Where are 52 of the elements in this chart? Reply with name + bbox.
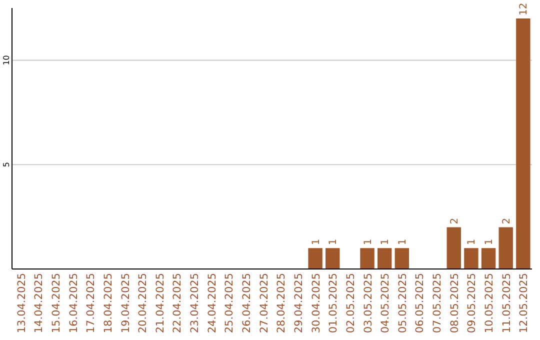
x-tick-label: 24.04.2025 xyxy=(206,273,218,334)
x-tick-label: 05.05.2025 xyxy=(396,273,409,334)
bar xyxy=(498,227,513,269)
bar xyxy=(308,248,322,269)
x-tick-label: 07.05.2025 xyxy=(432,273,444,334)
x-tick-label: 12.05.2025 xyxy=(518,273,530,334)
x-tick-label: 11.05.2025 xyxy=(500,273,513,334)
x-tick-label: 03.05.2025 xyxy=(362,273,374,334)
x-tick-label: 21.04.2025 xyxy=(154,273,166,334)
x-tick-label: 22.04.2025 xyxy=(172,273,184,334)
x-tick-label: 15.04.2025 xyxy=(50,273,62,334)
bar xyxy=(481,248,496,269)
bar xyxy=(377,248,392,269)
bar xyxy=(464,248,478,269)
data-label: 1 xyxy=(362,238,374,246)
x-tick-label: 18.04.2025 xyxy=(102,273,114,334)
x-tick-label: 20.04.2025 xyxy=(137,273,150,334)
x-tick-label: 13.04.2025 xyxy=(16,273,28,334)
x-tick-label: 30.04.2025 xyxy=(310,273,322,334)
y-tick-label: 5 xyxy=(2,162,11,168)
bar xyxy=(394,248,410,269)
x-tick-label: 09.05.2025 xyxy=(466,273,478,334)
x-tick-label: 02.05.2025 xyxy=(344,273,357,334)
data-label: 1 xyxy=(466,238,478,246)
x-tick-label: 28.04.2025 xyxy=(276,273,288,334)
x-tick-label: 25.04.2025 xyxy=(224,273,236,334)
data-label: 2 xyxy=(501,218,512,224)
data-label: 1 xyxy=(380,238,392,246)
x-tick-label: 29.04.2025 xyxy=(292,273,305,334)
bar xyxy=(326,248,340,269)
data-label: 1 xyxy=(397,238,408,246)
x-tick-label: 04.05.2025 xyxy=(380,273,392,334)
x-tick-label: 27.04.2025 xyxy=(258,273,270,334)
x-tick-label: 17.04.2025 xyxy=(85,273,98,334)
data-label: 12 xyxy=(518,2,530,16)
data-label: 1 xyxy=(310,238,322,246)
x-tick-label: 08.05.2025 xyxy=(448,273,461,334)
x-tick-label: 01.05.2025 xyxy=(328,273,340,334)
x-tick-label: 10.05.2025 xyxy=(484,273,496,334)
bar xyxy=(446,227,461,269)
x-tick-label: 06.05.2025 xyxy=(414,273,426,334)
bar xyxy=(360,248,374,269)
y-tick-label: 10 xyxy=(2,55,11,66)
x-tick-label: 14.04.2025 xyxy=(33,273,46,334)
x-tick-label: 23.04.2025 xyxy=(189,273,202,334)
x-tick-label: 16.04.2025 xyxy=(68,273,80,334)
x-tick-label: 26.04.2025 xyxy=(241,273,254,334)
data-label: 1 xyxy=(328,238,340,246)
bar xyxy=(516,18,530,269)
x-tick-label: 19.04.2025 xyxy=(120,273,132,334)
data-label: 2 xyxy=(449,218,460,224)
data-label: 1 xyxy=(484,238,496,246)
